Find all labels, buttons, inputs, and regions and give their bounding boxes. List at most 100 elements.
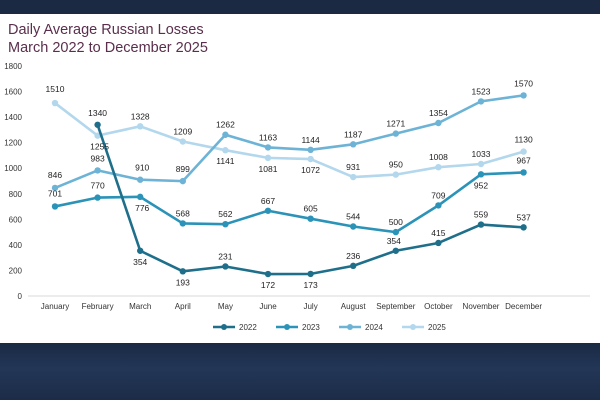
data-label-2025-november: 1033 (472, 149, 491, 159)
legend-label-2023: 2023 (302, 323, 320, 332)
data-point-2023-july (307, 215, 314, 222)
data-label-2025-june: 1081 (259, 164, 278, 174)
data-point-2025-july (307, 155, 314, 163)
data-label-2023-november: 952 (474, 180, 488, 190)
data-point-2025-september (392, 171, 399, 178)
data-label-2023-december: 967 (517, 155, 531, 165)
data-point-2024-august (350, 141, 357, 148)
data-point-2023-january (51, 203, 59, 210)
data-label-2023-january: 701 (48, 188, 62, 198)
legend-item-2024: 2024 (339, 323, 383, 332)
data-point-2022-september (392, 247, 399, 254)
data-point-2024-july (307, 146, 314, 154)
chart-panel: Daily Average Russian Losses March 2022 … (0, 14, 600, 343)
data-label-2023-october: 709 (431, 190, 445, 200)
data-label-2025-september: 950 (389, 160, 403, 170)
data-point-2025-november (477, 160, 485, 168)
series-line-2025 (53, 101, 525, 179)
data-point-2024-june (264, 144, 272, 151)
data-label-2023-april: 568 (176, 208, 190, 218)
data-label-2025-february: 1255 (90, 142, 109, 152)
data-label-2023-june: 667 (261, 196, 275, 206)
chart-subtitle: March 2022 to December 2025 (8, 40, 208, 56)
data-point-2024-march (137, 176, 144, 183)
data-label-2022-february: 1340 (88, 108, 107, 118)
x-tick-label-june: June (259, 302, 277, 311)
data-label-2022-june: 172 (261, 280, 275, 290)
x-tick-label-october: October (424, 302, 453, 311)
x-tick-label-september: September (376, 302, 415, 311)
plot-area: 0 200 400 600 800 1000 1200 1400 1600 1800 January… (4, 62, 590, 311)
data-point-2023-june (264, 207, 272, 214)
line-chart: Daily Average Russian Losses March 2022 … (4, 22, 590, 332)
data-point-2025-march (137, 123, 144, 130)
series-2024 (51, 92, 527, 192)
series-line-2024 (53, 94, 525, 190)
data-label-2024-october: 1354 (429, 108, 448, 118)
x-tick-label-march: March (129, 302, 151, 311)
y-tick-label-1600: 1600 (4, 88, 22, 97)
data-point-2024-may (222, 131, 229, 138)
data-label-2023-may: 562 (218, 209, 232, 219)
data-point-2023-april (179, 220, 186, 227)
data-point-2022-march (137, 247, 144, 254)
data-point-2025-october (435, 164, 442, 171)
data-label-2025-january: 1510 (46, 84, 65, 94)
data-label-2023-february: 770 (91, 181, 105, 191)
data-label-2022-august: 236 (346, 251, 360, 261)
series-2023 (51, 169, 527, 236)
data-label-2023-july: 605 (304, 204, 318, 214)
data-point-2023-september (392, 228, 399, 236)
data-point-2024-november (477, 98, 485, 105)
data-point-2024-january (51, 184, 59, 192)
x-tick-label-january: January (41, 302, 69, 311)
data-label-2025-april: 1209 (173, 127, 192, 137)
y-tick-label-1400: 1400 (4, 113, 22, 122)
data-label-2024-september: 1271 (386, 119, 405, 129)
data-label-2022-may: 231 (218, 251, 232, 261)
series-2022 (94, 121, 527, 278)
x-tick-label-november: November (463, 302, 500, 311)
legend-label-2024: 2024 (365, 323, 383, 332)
data-point-2025-june (264, 154, 272, 162)
y-tick-label-400: 400 (9, 241, 23, 250)
data-point-2024-december (520, 92, 527, 99)
data-point-2022-february (94, 121, 101, 128)
data-label-2022-october: 415 (431, 228, 445, 238)
data-point-2025-may (222, 147, 229, 154)
y-tick-label-200: 200 (9, 266, 23, 275)
data-point-2022-july (307, 270, 314, 278)
data-point-2025-january (51, 99, 59, 107)
data-point-2022-june (264, 270, 272, 278)
data-point-2023-november (477, 171, 485, 178)
y-tick-label-1800: 1800 (4, 62, 22, 71)
data-point-2025-august (350, 173, 357, 181)
legend-swatch-marker-2024 (347, 324, 353, 330)
data-label-2022-september: 354 (387, 236, 401, 246)
data-point-2023-february (94, 194, 101, 201)
x-tick-label-july: July (303, 302, 317, 311)
series-2025 (51, 99, 527, 181)
data-label-2022-april: 193 (176, 277, 190, 287)
data-point-2023-october (435, 202, 442, 209)
data-label-2025-august: 931 (346, 162, 360, 172)
data-label-2024-june: 1163 (259, 132, 278, 142)
data-point-2025-december (520, 148, 527, 155)
legend-item-2023: 2023 (276, 323, 320, 332)
data-label-2025-march: 1328 (131, 111, 150, 121)
data-label-2025-october: 1008 (429, 152, 448, 162)
data-label-2022-december: 537 (517, 212, 531, 222)
data-point-2022-august (350, 262, 357, 270)
data-label-2023-september: 500 (389, 217, 403, 227)
data-label-2025-december: 1130 (514, 135, 533, 145)
series-line-2023 (53, 171, 525, 234)
data-point-2022-november (477, 221, 485, 228)
data-label-2022-july: 173 (304, 280, 318, 290)
data-point-2022-december (520, 224, 527, 231)
x-tick-label-february: February (82, 302, 114, 311)
data-label-2023-august: 544 (346, 211, 360, 221)
data-label-2024-july: 1144 (301, 135, 320, 145)
data-point-2025-february (94, 132, 101, 139)
y-tick-label-800: 800 (9, 190, 23, 199)
y-tick-label-1000: 1000 (4, 164, 22, 173)
